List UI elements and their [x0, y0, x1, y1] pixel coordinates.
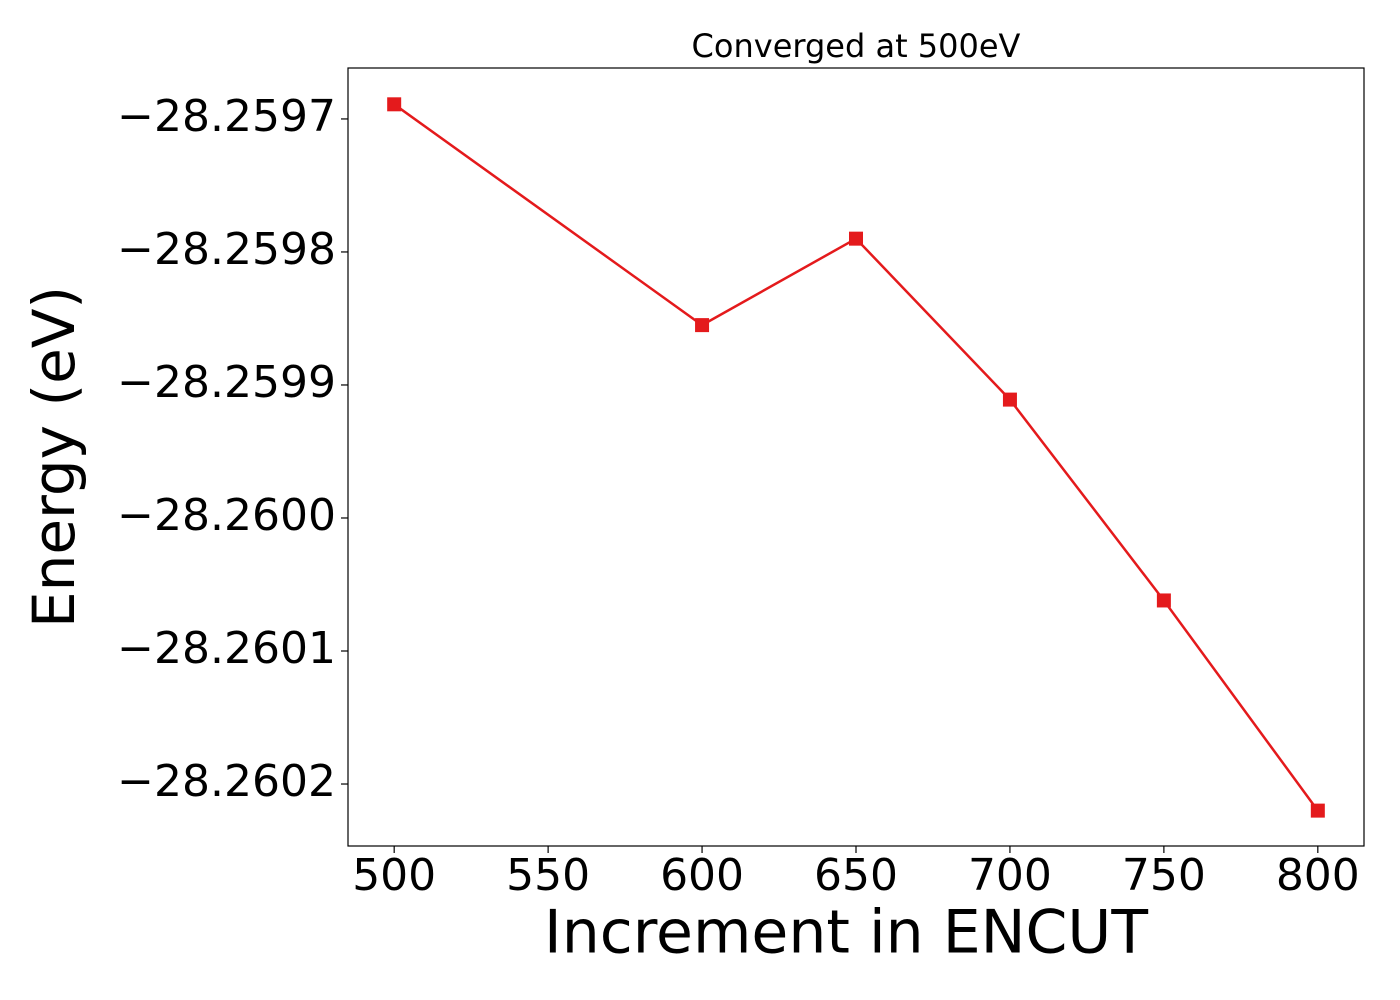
- y-tick-label: −28.2600: [117, 490, 336, 541]
- x-tick-label: 650: [814, 850, 898, 901]
- x-axis-label: Increment in ENCUT: [544, 898, 1148, 968]
- data-point: [1310, 803, 1325, 818]
- x-tick-label: 550: [506, 850, 590, 901]
- y-tick-label: −28.2597: [117, 91, 336, 142]
- series-line: [393, 103, 1319, 812]
- x-tick-label: 500: [352, 850, 436, 901]
- x-tick-label: 750: [1122, 850, 1206, 901]
- y-tick-label: −28.2598: [117, 224, 336, 275]
- y-axis-label: Energy (eV): [20, 286, 88, 628]
- chart-title: Converged at 500eV: [692, 27, 1021, 65]
- y-tick-label: −28.2601: [117, 623, 336, 674]
- y-tick-label: −28.2599: [117, 357, 336, 408]
- data-point: [695, 318, 710, 333]
- data-point: [1002, 392, 1017, 407]
- y-tick-label: −28.2602: [117, 756, 336, 807]
- x-tick-label: 800: [1276, 850, 1360, 901]
- data-point: [387, 97, 402, 112]
- plot-frame: [347, 67, 1365, 847]
- x-tick-label: 600: [660, 850, 744, 901]
- data-point: [849, 231, 863, 246]
- x-tick-label: 700: [968, 850, 1052, 901]
- data-point: [1156, 593, 1171, 608]
